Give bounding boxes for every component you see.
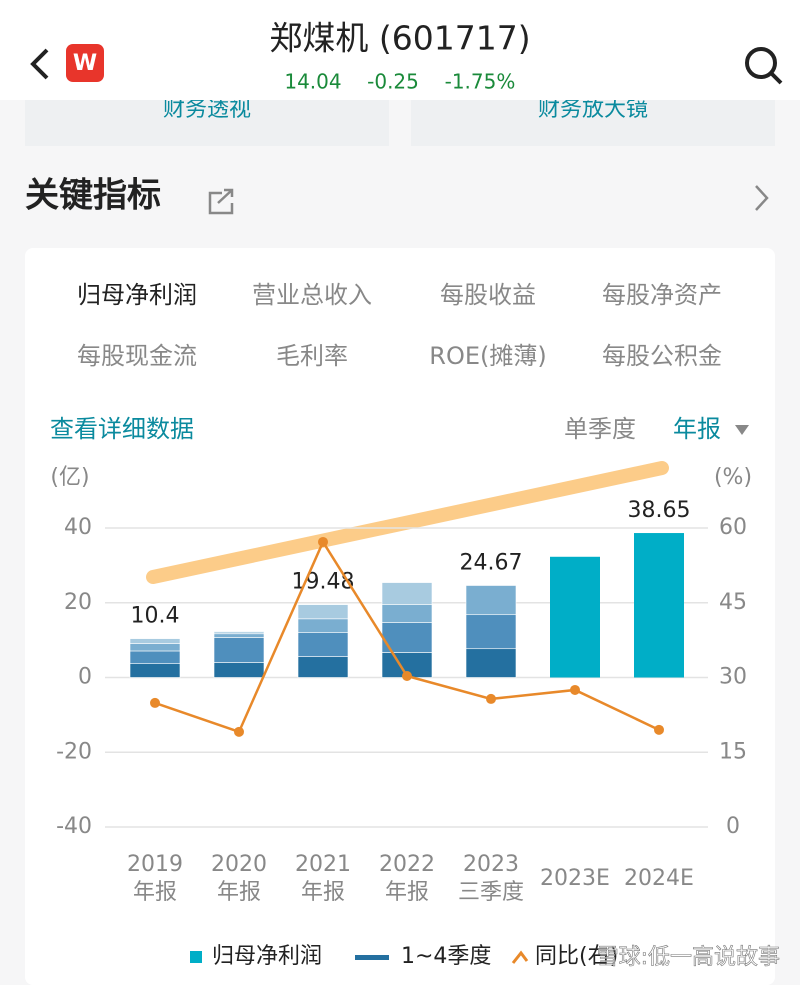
- bar-segment: [465, 648, 517, 678]
- logo-text: W: [73, 51, 97, 76]
- data-label: 24.67: [460, 550, 523, 575]
- x-tick-label: 年报: [385, 880, 429, 905]
- shortcut-label[interactable]: 财务放大镜: [538, 97, 648, 122]
- tab[interactable]: 毛利率: [276, 342, 348, 370]
- y-unit: (亿): [50, 465, 89, 490]
- x-tick-label: 2021: [295, 852, 351, 877]
- x-tick-label: 2019: [127, 852, 183, 877]
- period-option[interactable]: 年报: [673, 415, 721, 443]
- section-title: 关键指标: [25, 176, 161, 216]
- y2-tick-label: 60: [719, 515, 747, 540]
- price: 14.04: [284, 70, 341, 94]
- legend-swatch: [511, 950, 529, 964]
- y-tick-label: 40: [64, 515, 92, 540]
- tab[interactable]: 归母净利润: [77, 281, 197, 309]
- bar-segment: [297, 604, 349, 620]
- shortcut-button[interactable]: [411, 100, 775, 146]
- x-tick-label: 年报: [133, 880, 177, 905]
- bar-segment: [129, 643, 181, 652]
- y2-tick-label: 45: [719, 590, 747, 615]
- more-chevron[interactable]: [755, 185, 769, 211]
- watermark: 雪球:低一高说故事: [597, 945, 780, 970]
- y-tick-label: -40: [56, 814, 92, 839]
- legend-swatch: [355, 955, 389, 960]
- stock-title: 郑煤机 (601717): [269, 19, 530, 58]
- bar-segment: [297, 618, 349, 633]
- bar-segment: [129, 638, 181, 644]
- logo: [66, 44, 104, 82]
- line-point: [318, 536, 328, 547]
- tab[interactable]: 每股净资产: [602, 281, 722, 309]
- bar-segment: [465, 614, 517, 650]
- tab[interactable]: ROE(摊薄): [429, 342, 546, 370]
- line-point: [486, 693, 496, 704]
- bar-segment: [381, 582, 433, 605]
- y2-tick-label: 0: [726, 814, 740, 839]
- legend-label: 同比(右): [535, 944, 618, 969]
- share-icon[interactable]: [208, 188, 234, 215]
- y-tick-label: 0: [78, 665, 92, 690]
- header-bg: [0, 0, 800, 100]
- y-tick-label: 20: [64, 590, 92, 615]
- x-tick-label: 年报: [217, 880, 261, 905]
- bar-segment: [213, 662, 265, 678]
- x-tick-label: 年报: [301, 880, 345, 905]
- header-bg: [0, 90, 800, 100]
- search-button[interactable]: [745, 47, 777, 79]
- x-tick-label: 三季度: [458, 880, 524, 905]
- detail-link[interactable]: 查看详细数据: [50, 415, 194, 443]
- x-tick-label: 2023: [463, 852, 519, 877]
- back-button[interactable]: [30, 48, 49, 80]
- shortcut-label[interactable]: 财务透视: [163, 97, 251, 122]
- search-handle: [769, 71, 783, 85]
- data-label: 38.65: [628, 498, 691, 523]
- bar-segment: [297, 632, 349, 657]
- tab[interactable]: 每股现金流: [77, 342, 197, 370]
- tab[interactable]: 每股公积金: [602, 342, 722, 370]
- line-point: [402, 671, 412, 682]
- tab[interactable]: 营业总收入: [252, 281, 372, 309]
- bar-segment: [129, 663, 181, 678]
- bar-segment: [129, 650, 181, 664]
- x-tick-label: 2022: [379, 852, 435, 877]
- bar-segment: [297, 656, 349, 678]
- bar: [550, 556, 600, 678]
- bar-segment: [465, 585, 517, 616]
- tab[interactable]: 每股收益: [440, 281, 536, 309]
- change-pct: -1.75%: [445, 70, 516, 94]
- x-tick-label: 2024E: [624, 866, 694, 891]
- dropdown-arrow[interactable]: [735, 425, 749, 435]
- legend-label: 1~4季度: [401, 944, 491, 969]
- line-point: [234, 726, 244, 737]
- y2-unit: (%): [714, 465, 752, 490]
- bar: [634, 533, 684, 678]
- change: -0.25: [367, 70, 419, 94]
- bar-segment: [213, 631, 265, 635]
- bar-segment: [381, 604, 433, 623]
- x-tick-label: 2023E: [540, 866, 610, 891]
- bar-segment: [213, 637, 265, 663]
- line-point: [150, 697, 160, 708]
- line-point: [654, 724, 664, 735]
- period-option[interactable]: 单季度: [564, 415, 636, 443]
- y2-tick-label: 15: [719, 739, 747, 764]
- legend-swatch: [190, 951, 202, 963]
- highlight-stroke: [146, 461, 669, 584]
- y-tick-label: -20: [56, 739, 92, 764]
- bar-segment: [213, 633, 265, 638]
- shortcut-button[interactable]: [25, 100, 389, 146]
- data-label: 10.4: [131, 604, 180, 629]
- y2-tick-label: 30: [719, 665, 747, 690]
- x-tick-label: 2020: [211, 852, 267, 877]
- line-point: [570, 684, 580, 695]
- legend-label: 归母净利润: [212, 944, 322, 969]
